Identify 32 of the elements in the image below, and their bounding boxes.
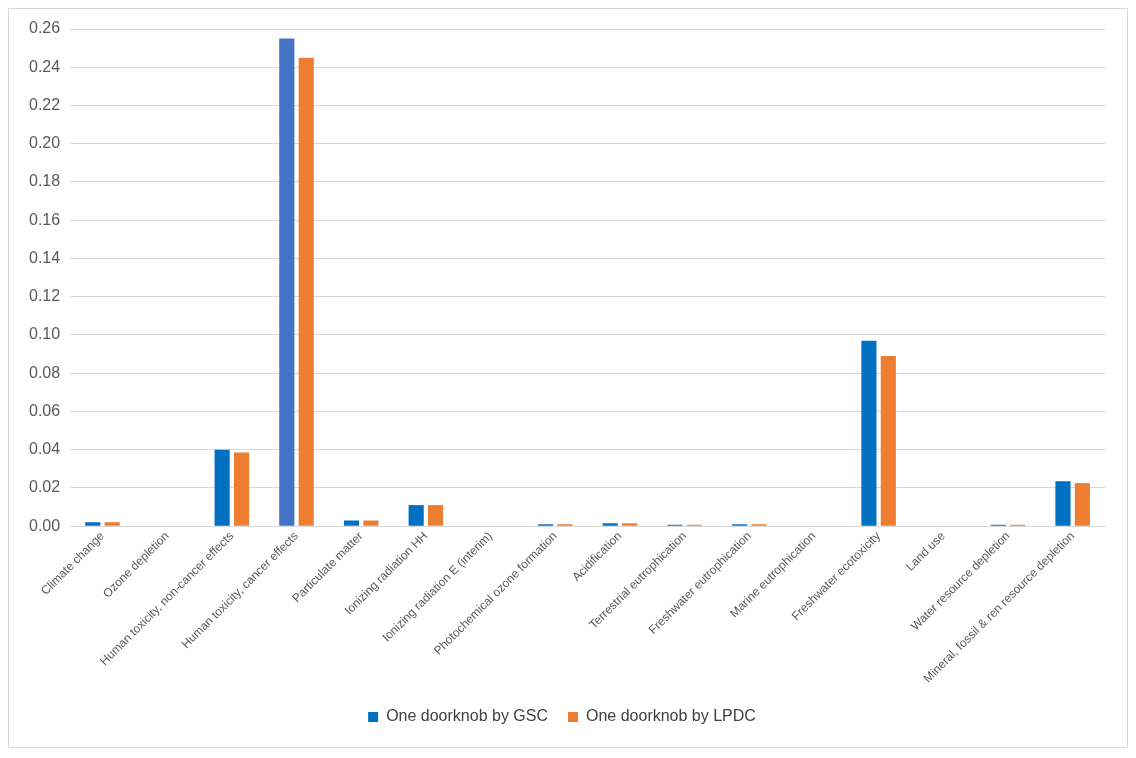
y-tick-label: 0.16 <box>29 210 61 228</box>
y-tick-label: 0.24 <box>29 57 61 75</box>
bar <box>880 355 896 526</box>
y-tick-label: 0.22 <box>29 95 61 113</box>
bar <box>279 38 295 526</box>
y-tick-label: 0.00 <box>29 516 61 534</box>
y-tick-label: 0.04 <box>29 440 61 458</box>
legend-label: One doorknob by LPDC <box>586 707 756 725</box>
y-tick-label: 0.26 <box>29 19 61 37</box>
bar <box>233 452 250 526</box>
bar <box>343 520 360 526</box>
y-tick-label: 0.12 <box>29 287 61 305</box>
bar <box>298 57 314 526</box>
y-tick-label: 0.20 <box>29 134 61 152</box>
bar <box>622 523 638 526</box>
bar <box>861 340 877 526</box>
bar <box>104 522 120 526</box>
bar <box>214 449 230 526</box>
bar <box>85 522 101 526</box>
y-tick-label: 0.06 <box>29 401 61 419</box>
bar <box>428 505 444 526</box>
bar <box>408 505 424 526</box>
y-tick-label: 0.10 <box>29 325 61 343</box>
bar <box>363 520 379 526</box>
bar <box>1074 483 1090 526</box>
y-tick-label: 0.08 <box>29 363 61 381</box>
y-tick-label: 0.18 <box>29 172 61 190</box>
y-tick-label: 0.14 <box>29 248 61 266</box>
y-tick-label: 0.02 <box>29 478 61 496</box>
bar <box>1055 481 1071 526</box>
bar <box>602 523 618 526</box>
legend-label: One doorknob by GSC <box>386 707 548 725</box>
